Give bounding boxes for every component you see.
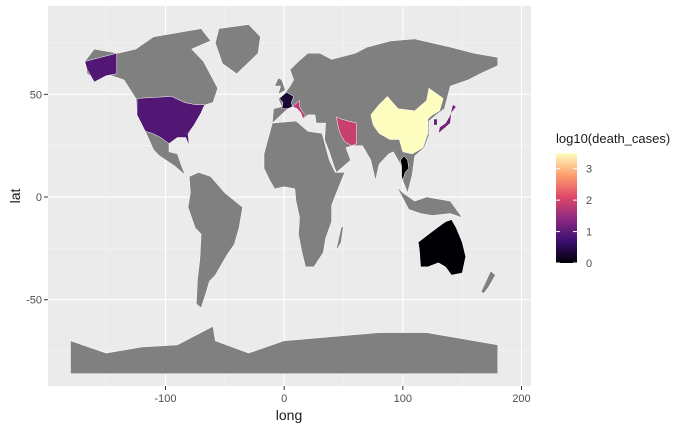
highlighted-regions: [84, 52, 466, 276]
region-united-states-alaska: [84, 52, 118, 83]
legend-colorbar: [556, 153, 577, 263]
legend: log10(death_cases) 0 1 2 3: [556, 131, 670, 270]
legend-tick-label: 3: [586, 164, 592, 176]
y-axis-title: lat: [7, 189, 23, 204]
legend-title: log10(death_cases): [556, 131, 670, 146]
great-britain-landmass: [274, 77, 286, 95]
legend-ticks: 0 1 2 3: [556, 164, 592, 270]
new-zealand-landmass: [480, 270, 496, 294]
antarctica-landmass: [70, 326, 499, 374]
region-thailand: [400, 155, 410, 182]
south-america-landmass: [187, 172, 243, 309]
legend-tick-label: 2: [586, 195, 592, 207]
legend-tick-label: 0: [586, 258, 592, 270]
region-united-states: [136, 96, 205, 146]
region-iran: [336, 116, 357, 146]
x-axis-title: long: [276, 407, 302, 423]
region-france: [279, 91, 295, 109]
region-italy: [292, 99, 306, 120]
madagascar-landmass: [336, 225, 344, 249]
legend-tick-label: 1: [586, 227, 592, 239]
y-tick-label: 0: [36, 192, 42, 204]
axes: -100 0 100 200 -50 0 50: [26, 89, 531, 405]
africa-landmass: [263, 120, 346, 268]
y-tick-label: 50: [30, 89, 42, 101]
region-china: [370, 87, 444, 155]
x-tick-label: -100: [154, 393, 176, 405]
x-tick-label: 200: [512, 393, 530, 405]
indonesia-landmass: [396, 186, 463, 219]
greenland-landmass: [215, 24, 261, 75]
region-japan: [438, 104, 457, 135]
region-south-korea: [433, 118, 438, 126]
region-australia: [418, 219, 466, 276]
y-tick-label: -50: [26, 295, 42, 307]
x-tick-label: 0: [281, 393, 287, 405]
x-tick-label: 100: [394, 393, 412, 405]
